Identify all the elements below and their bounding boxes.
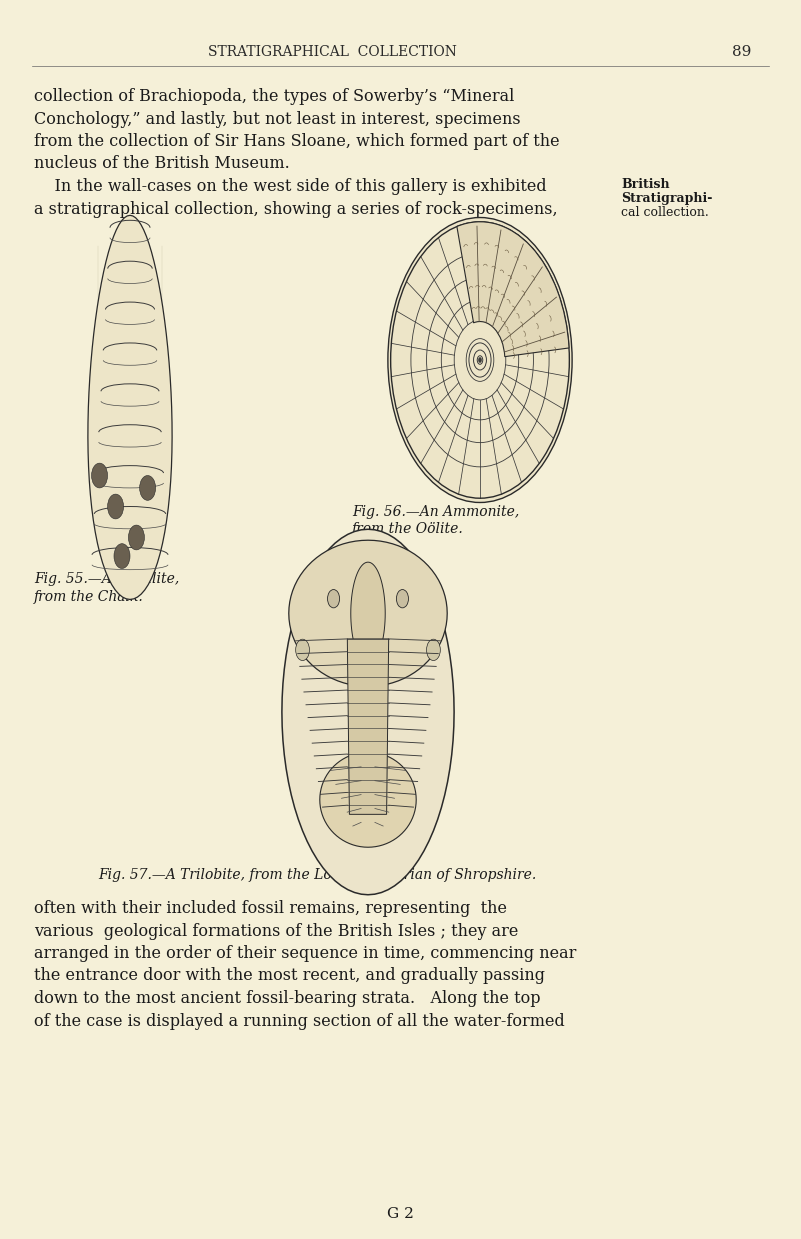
Text: cal collection.: cal collection. — [621, 206, 709, 219]
Text: a stratigraphical collection, showing a series of rock-specimens,: a stratigraphical collection, showing a … — [34, 201, 557, 218]
Text: nucleus of the British Museum.: nucleus of the British Museum. — [34, 156, 290, 172]
Wedge shape — [457, 222, 569, 357]
Text: Fig. 55.—A Turrilite,: Fig. 55.—A Turrilite, — [34, 572, 179, 586]
Text: Stratigraphi-: Stratigraphi- — [621, 192, 712, 204]
Text: Conchology,” and lastly, but not least in interest, specimens: Conchology,” and lastly, but not least i… — [34, 110, 521, 128]
Circle shape — [478, 357, 482, 363]
Text: In the wall-cases on the west side of this gallery is exhibited: In the wall-cases on the west side of th… — [34, 178, 546, 195]
Text: British: British — [621, 178, 670, 191]
Polygon shape — [289, 540, 447, 686]
Text: various  geological formations of the British Isles ; they are: various geological formations of the Bri… — [34, 923, 518, 939]
Text: arranged in the order of their sequence in time, commencing near: arranged in the order of their sequence … — [34, 945, 577, 961]
Text: Fig. 57.—A Trilobite, from the Lower Cambrian of Shropshire.: Fig. 57.—A Trilobite, from the Lower Cam… — [98, 869, 536, 882]
Circle shape — [107, 494, 123, 519]
Ellipse shape — [328, 590, 340, 608]
Text: often with their included fossil remains, representing  the: often with their included fossil remains… — [34, 900, 507, 917]
Text: from the Oölite.: from the Oölite. — [352, 522, 464, 536]
Polygon shape — [88, 216, 172, 600]
Circle shape — [139, 476, 155, 501]
Text: the entrance door with the most recent, and gradually passing: the entrance door with the most recent, … — [34, 968, 545, 985]
Ellipse shape — [396, 590, 409, 608]
Text: G 2: G 2 — [387, 1207, 414, 1220]
Polygon shape — [282, 529, 454, 895]
Circle shape — [91, 463, 107, 488]
Circle shape — [427, 639, 441, 660]
Text: down to the most ancient fossil-bearing strata.   Along the top: down to the most ancient fossil-bearing … — [34, 990, 541, 1007]
Text: of the case is displayed a running section of all the water-formed: of the case is displayed a running secti… — [34, 1012, 565, 1030]
Text: from the collection of Sir Hans Sloane, which formed part of the: from the collection of Sir Hans Sloane, … — [34, 133, 560, 150]
Text: from the Chalk.: from the Chalk. — [34, 590, 143, 603]
Polygon shape — [351, 563, 385, 664]
Text: Fig. 56.—An Ammonite,: Fig. 56.—An Ammonite, — [352, 506, 519, 519]
Circle shape — [296, 639, 309, 660]
Circle shape — [128, 525, 144, 550]
Circle shape — [114, 544, 130, 569]
Circle shape — [388, 218, 572, 503]
Polygon shape — [348, 639, 388, 814]
Polygon shape — [320, 752, 417, 847]
Text: STRATIGRAPHICAL  COLLECTION: STRATIGRAPHICAL COLLECTION — [208, 45, 457, 59]
Text: collection of Brachiopoda, the types of Sowerby’s “Mineral: collection of Brachiopoda, the types of … — [34, 88, 514, 105]
Text: 89: 89 — [731, 45, 751, 59]
